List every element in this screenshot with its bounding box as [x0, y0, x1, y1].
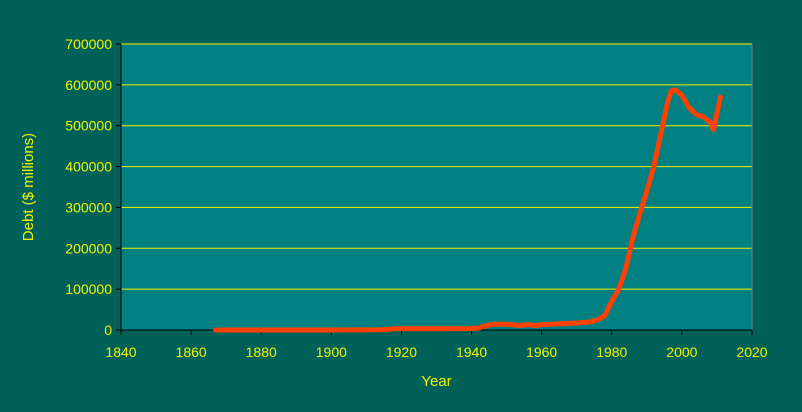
- y-tick-label-500000: 500000: [65, 118, 112, 134]
- x-tick-label-1860: 1860: [176, 344, 207, 360]
- y-tick-label-0: 0: [104, 322, 112, 338]
- y-tick-label-700000: 700000: [65, 36, 112, 52]
- series-lines: [213, 87, 723, 333]
- x-tick-label-2000: 2000: [666, 344, 697, 360]
- y-tick-label-600000: 600000: [65, 77, 112, 93]
- x-tick-label-1840: 1840: [105, 344, 136, 360]
- x-tick-label-2020: 2020: [736, 344, 767, 360]
- x-tick-label-1900: 1900: [316, 344, 347, 360]
- y-axis-title: Debt ($ millions): [20, 133, 37, 241]
- x-axis-title: Year: [421, 373, 451, 390]
- plot-area: [121, 44, 752, 330]
- x-tick-label-1920: 1920: [386, 344, 417, 360]
- y-tick-label-300000: 300000: [65, 199, 112, 215]
- y-tick-label-400000: 400000: [65, 159, 112, 175]
- x-tick-label-1980: 1980: [596, 344, 627, 360]
- y-tick-label-100000: 100000: [65, 281, 112, 297]
- x-tick-label-1960: 1960: [526, 344, 557, 360]
- x-tick-label-1880: 1880: [246, 344, 277, 360]
- series-line-0: [213, 87, 723, 333]
- tick-labels: 0 100000 200000 300000 400000 500000 600000 700…: [65, 36, 767, 360]
- y-tick-label-200000: 200000: [65, 240, 112, 256]
- x-tick-label-1940: 1940: [456, 344, 487, 360]
- gridlines: [121, 43, 752, 290]
